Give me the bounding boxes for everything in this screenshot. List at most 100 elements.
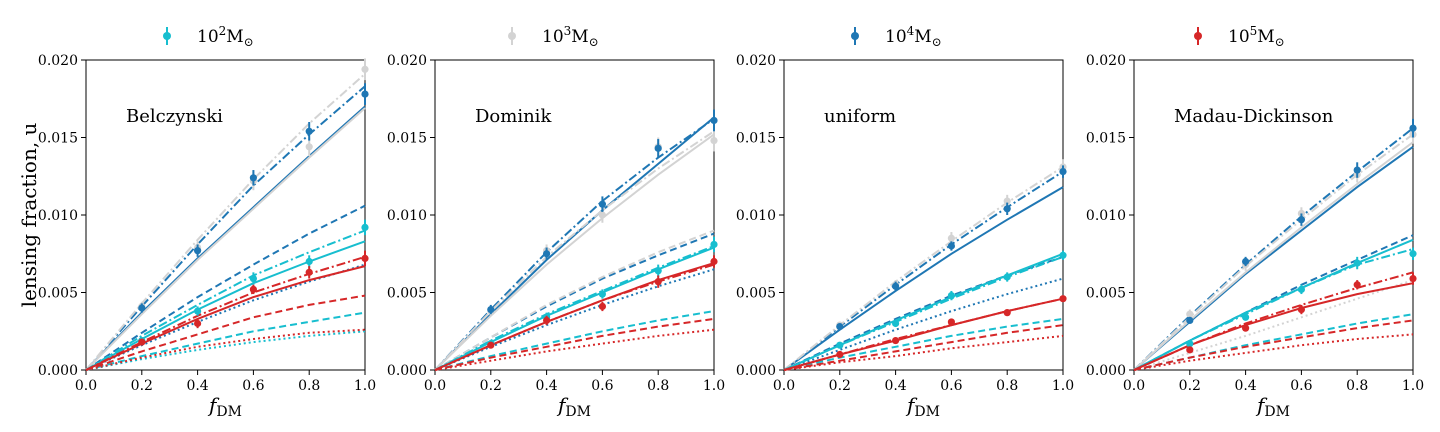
data-point [1242, 313, 1250, 321]
x-axis-title: fDM [556, 393, 591, 420]
data-point [1186, 346, 1194, 354]
legend: 102M⊙ 103M⊙ 104M⊙ 105M⊙ [163, 24, 1285, 49]
x-tick-label: 0.2 [480, 378, 502, 394]
points-group [138, 58, 369, 346]
data-point [947, 234, 956, 242]
legend-label: 105M⊙ [1228, 24, 1285, 49]
data-point [1242, 324, 1250, 332]
legend-unit-sub: ⊙ [244, 35, 254, 49]
data-point [249, 274, 257, 283]
legend-base: 10 [1228, 27, 1250, 47]
x-tick-label: 0.4 [186, 378, 208, 394]
data-point [1003, 205, 1011, 213]
data-point [1003, 273, 1011, 281]
x-tick-label: 0.4 [1234, 378, 1256, 394]
points-group [1186, 118, 1417, 354]
series-line [783, 255, 1064, 371]
panel: 0.0 0.2 0.4 0.6 0.8 1.0 0.000 0.005 0.010 0.015 0.… [736, 53, 1074, 420]
legend-label: 102M⊙ [197, 24, 254, 49]
y-tick-label: 0.010 [736, 208, 776, 224]
data-point [1059, 168, 1067, 176]
y-tick-label: 0.010 [387, 208, 427, 224]
series-line [85, 204, 366, 371]
points-group [487, 109, 718, 349]
legend-unit-sub: ⊙ [1275, 35, 1285, 49]
y-tick-label: 0.015 [387, 131, 427, 147]
data-point [1059, 295, 1067, 303]
x-tick-label: 1.0 [1052, 378, 1074, 394]
legend-base: 10 [197, 27, 219, 47]
series-line [1133, 282, 1414, 371]
data-point [305, 127, 313, 135]
data-point [361, 254, 369, 262]
data-point [361, 65, 369, 73]
series-line [783, 324, 1064, 371]
x-axis-title-sub: DM [914, 404, 940, 420]
series-line [1133, 279, 1414, 371]
x-tick-label: 0.0 [75, 378, 97, 394]
series-line [1133, 141, 1414, 371]
y-tick-label: 0.020 [1086, 53, 1126, 69]
x-tick-label: 0.0 [773, 378, 795, 394]
legend-unit-sub: ⊙ [932, 35, 942, 49]
data-point [1409, 274, 1417, 283]
series-line [434, 133, 715, 371]
panel-title: Dominik [475, 106, 552, 127]
panel-title: Madau-Dickinson [1174, 106, 1334, 127]
y-tick-label: 0.000 [1086, 363, 1126, 379]
data-point [598, 211, 607, 219]
legend-item: 102M⊙ [163, 24, 254, 49]
data-point [710, 257, 718, 266]
series-line [85, 263, 366, 371]
legend-sup: 4 [907, 24, 915, 38]
data-point [1186, 310, 1194, 318]
data-point [1409, 124, 1417, 132]
series-group [1133, 127, 1414, 371]
legend-sup: 5 [1250, 24, 1258, 38]
x-tick-label: 0.0 [424, 378, 446, 394]
x-tick-label: 0.8 [298, 378, 320, 394]
x-tick-label: 1.0 [354, 378, 376, 394]
x-axis-title-sub: DM [216, 404, 242, 420]
series-line [434, 317, 715, 371]
data-point [249, 174, 257, 182]
y-tick-label: 0.015 [1086, 131, 1126, 147]
panel: 0.0 0.2 0.4 0.6 0.8 1.0 0.000 0.005 0.010 0.015 0.… [38, 53, 376, 420]
panel-title: uniform [824, 106, 896, 127]
legend-sup: 3 [564, 24, 572, 38]
y-tick-label: 0.015 [38, 131, 78, 147]
data-point [194, 319, 202, 328]
data-point [194, 247, 202, 255]
data-point [1297, 216, 1305, 224]
series-line [783, 334, 1064, 371]
x-tick-label: 0.4 [535, 378, 557, 394]
x-tick-label: 0.8 [1346, 378, 1368, 394]
x-tick-label: 1.0 [1402, 378, 1424, 394]
data-point [543, 250, 551, 258]
data-point [1242, 257, 1250, 266]
points-group [836, 159, 1067, 359]
series-group [85, 73, 366, 371]
y-tick-label: 0.010 [38, 208, 78, 224]
data-point [1186, 340, 1194, 348]
series-line [434, 130, 715, 371]
data-point [138, 338, 146, 346]
y-axis-title: lensing fraction, u [17, 122, 41, 307]
data-point [1353, 281, 1361, 289]
legend-item: 104M⊙ [851, 24, 942, 49]
y-tick-label: 0.000 [736, 363, 776, 379]
x-tick-label: 0.8 [996, 378, 1018, 394]
series-line [434, 246, 715, 371]
series-line [85, 73, 366, 371]
y-tick-label: 0.010 [1086, 208, 1126, 224]
data-point [654, 267, 662, 275]
series-line [85, 294, 366, 371]
data-point [598, 290, 607, 298]
series-line [783, 166, 1064, 371]
y-tick-label: 0.020 [736, 53, 776, 69]
data-point [892, 336, 900, 345]
x-axis-title: fDM [207, 393, 242, 420]
legend-marker [163, 32, 171, 40]
series-line [1133, 313, 1414, 371]
